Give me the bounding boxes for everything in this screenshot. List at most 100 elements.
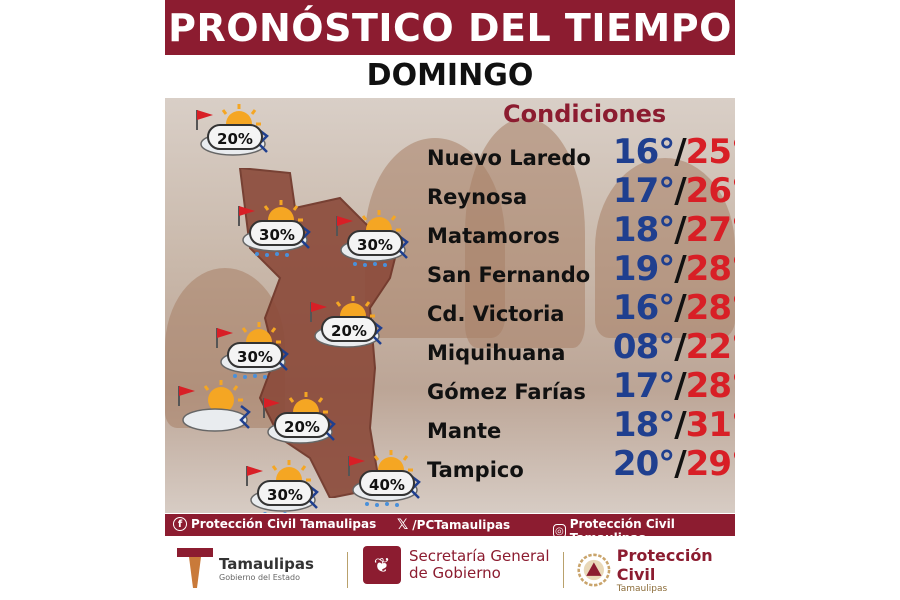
secretaria-line1: Secretaría General <box>409 547 550 565</box>
city-name: San Fernando <box>427 263 591 287</box>
sun-rain-icon: 30% <box>333 208 413 268</box>
instagram-link[interactable]: ◎ Protección Civil Tamaulipas <box>553 517 675 545</box>
civil-protection-icon <box>577 553 611 587</box>
city-row: Tampico 20°/29° <box>427 444 735 484</box>
temp-separator: / <box>674 405 686 445</box>
temperature-range: 18°/31° <box>613 405 735 445</box>
temp-separator: / <box>674 210 686 250</box>
max-temp: 25° <box>685 132 735 172</box>
sun-cloud-icon: 20% <box>193 102 273 162</box>
min-temp: 17° <box>612 366 675 406</box>
tamaulipas-t-icon <box>177 548 213 588</box>
temperature-range: 17°/28° <box>613 366 735 406</box>
temp-separator: / <box>674 171 686 211</box>
rain-probability: 30% <box>227 342 283 368</box>
facebook-link[interactable]: f Protección Civil Tamaulipas <box>173 517 376 531</box>
temp-separator: / <box>674 249 686 289</box>
city-row: Nuevo Laredo 16°/25° <box>427 132 735 172</box>
rain-probability: 20% <box>274 412 330 438</box>
secretaria-emblem-icon: ❦ <box>363 546 401 584</box>
rain-probability: 20% <box>207 124 263 150</box>
temp-separator: / <box>674 366 686 406</box>
divider <box>347 552 348 588</box>
sun-rain-icon: 30% <box>213 320 293 380</box>
temperature-range: 20°/29° <box>613 444 735 484</box>
min-temp: 16° <box>612 288 675 328</box>
x-link[interactable]: 𝕏 /PCTamaulipas <box>397 517 511 533</box>
temp-separator: / <box>674 327 686 367</box>
sun-cloud-icon <box>175 378 255 438</box>
city-name: Cd. Victoria <box>427 302 565 326</box>
city-name: Reynosa <box>427 185 528 209</box>
max-temp: 28° <box>685 288 735 328</box>
city-row: Miquihuana 08°/22° <box>427 327 735 367</box>
sun-cloud-icon: 20% <box>307 294 387 354</box>
city-row: Cd. Victoria 16°/28° <box>427 288 735 328</box>
page-title: PRONÓSTICO DEL TIEMPO <box>168 5 732 50</box>
mountain-bg <box>465 118 585 348</box>
state-logo: Tamaulipas Gobierno del Estado <box>175 546 314 590</box>
max-temp: 27° <box>685 210 735 250</box>
temperature-range: 18°/27° <box>613 210 735 250</box>
mountain-bg <box>595 158 735 338</box>
facebook-icon: f <box>173 517 187 531</box>
city-row: San Fernando 19°/28° <box>427 249 735 289</box>
min-temp: 17° <box>612 171 675 211</box>
city-name: Tampico <box>427 458 524 482</box>
max-temp: 28° <box>685 366 735 406</box>
city-name: Mante <box>427 419 502 443</box>
state-name: Tamaulipas <box>219 554 314 573</box>
social-bar: f Protección Civil Tamaulipas 𝕏 /PCTamau… <box>165 514 735 545</box>
sun-cloud-icon: 20% <box>260 390 340 450</box>
max-temp: 22° <box>685 327 735 367</box>
rain-probability: 30% <box>249 220 305 246</box>
weather-glyph <box>178 380 251 432</box>
pc-name: Protección Civil <box>616 546 713 584</box>
min-temp: 20° <box>612 444 675 484</box>
pc-subtitle: Tamaulipas <box>616 584 668 594</box>
divider <box>563 552 564 588</box>
city-row: Gómez Farías 17°/28° <box>427 366 735 406</box>
sun-rain-icon: 30% <box>235 198 315 258</box>
temperature-range: 17°/26° <box>613 171 735 211</box>
rain-probability: 30% <box>257 480 313 506</box>
instagram-icon: ◎ <box>553 524 566 538</box>
temp-separator: / <box>674 132 686 172</box>
temperature-range: 19°/28° <box>613 249 735 289</box>
conditions-label: Condiciones <box>503 100 667 128</box>
max-temp: 29° <box>685 444 735 484</box>
day-label: DOMINGO <box>366 58 534 93</box>
forecast-panel: Condiciones 20% 30% 30% 20% 30% 20% 30% 40% Nue… <box>165 98 735 513</box>
temperature-range: 16°/28° <box>613 288 735 328</box>
min-temp: 16° <box>612 132 675 172</box>
temperature-range: 16°/25° <box>613 132 735 172</box>
temp-separator: / <box>674 444 686 484</box>
max-temp: 26° <box>685 171 735 211</box>
temp-separator: / <box>674 288 686 328</box>
city-name: Nuevo Laredo <box>427 146 591 170</box>
max-temp: 31° <box>685 405 735 445</box>
max-temp: 28° <box>685 249 735 289</box>
city-name: Miquihuana <box>427 341 566 365</box>
min-temp: 19° <box>612 249 675 289</box>
title-banner: PRONÓSTICO DEL TIEMPO <box>165 0 735 55</box>
city-row: Reynosa 17°/26° <box>427 171 735 211</box>
city-row: Mante 18°/31° <box>427 405 735 445</box>
secretaria-line2: de Gobierno <box>409 564 501 582</box>
min-temp: 18° <box>612 405 675 445</box>
rain-probability: 40% <box>359 470 415 496</box>
sun-rain-icon: 30% <box>243 458 323 513</box>
pc-logo: Protección Civil Tamaulipas <box>577 546 735 594</box>
logos-strip: Tamaulipas Gobierno del Estado ❦ Secreta… <box>165 540 735 600</box>
state-subtitle: Gobierno del Estado <box>219 572 300 582</box>
min-temp: 18° <box>612 210 675 250</box>
rain-probability: 20% <box>321 316 377 342</box>
rain-probability: 30% <box>347 230 403 256</box>
min-temp: 08° <box>612 327 675 367</box>
city-row: Matamoros 18°/27° <box>427 210 735 250</box>
city-name: Gómez Farías <box>427 380 586 404</box>
city-name: Matamoros <box>427 224 560 248</box>
x-icon: 𝕏 <box>397 517 409 533</box>
temperature-range: 08°/22° <box>613 327 735 367</box>
sun-rain-icon: 40% <box>345 448 425 508</box>
